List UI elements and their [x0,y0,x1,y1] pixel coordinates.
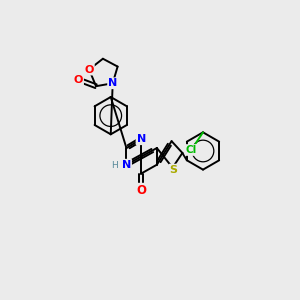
Text: H: H [111,161,118,170]
Text: Cl: Cl [186,145,197,155]
Text: N: N [122,160,131,170]
Text: O: O [136,184,146,197]
Text: N: N [136,134,146,144]
Text: O: O [74,75,83,85]
Text: N: N [108,78,117,88]
Text: O: O [85,64,94,74]
Text: S: S [169,165,178,175]
